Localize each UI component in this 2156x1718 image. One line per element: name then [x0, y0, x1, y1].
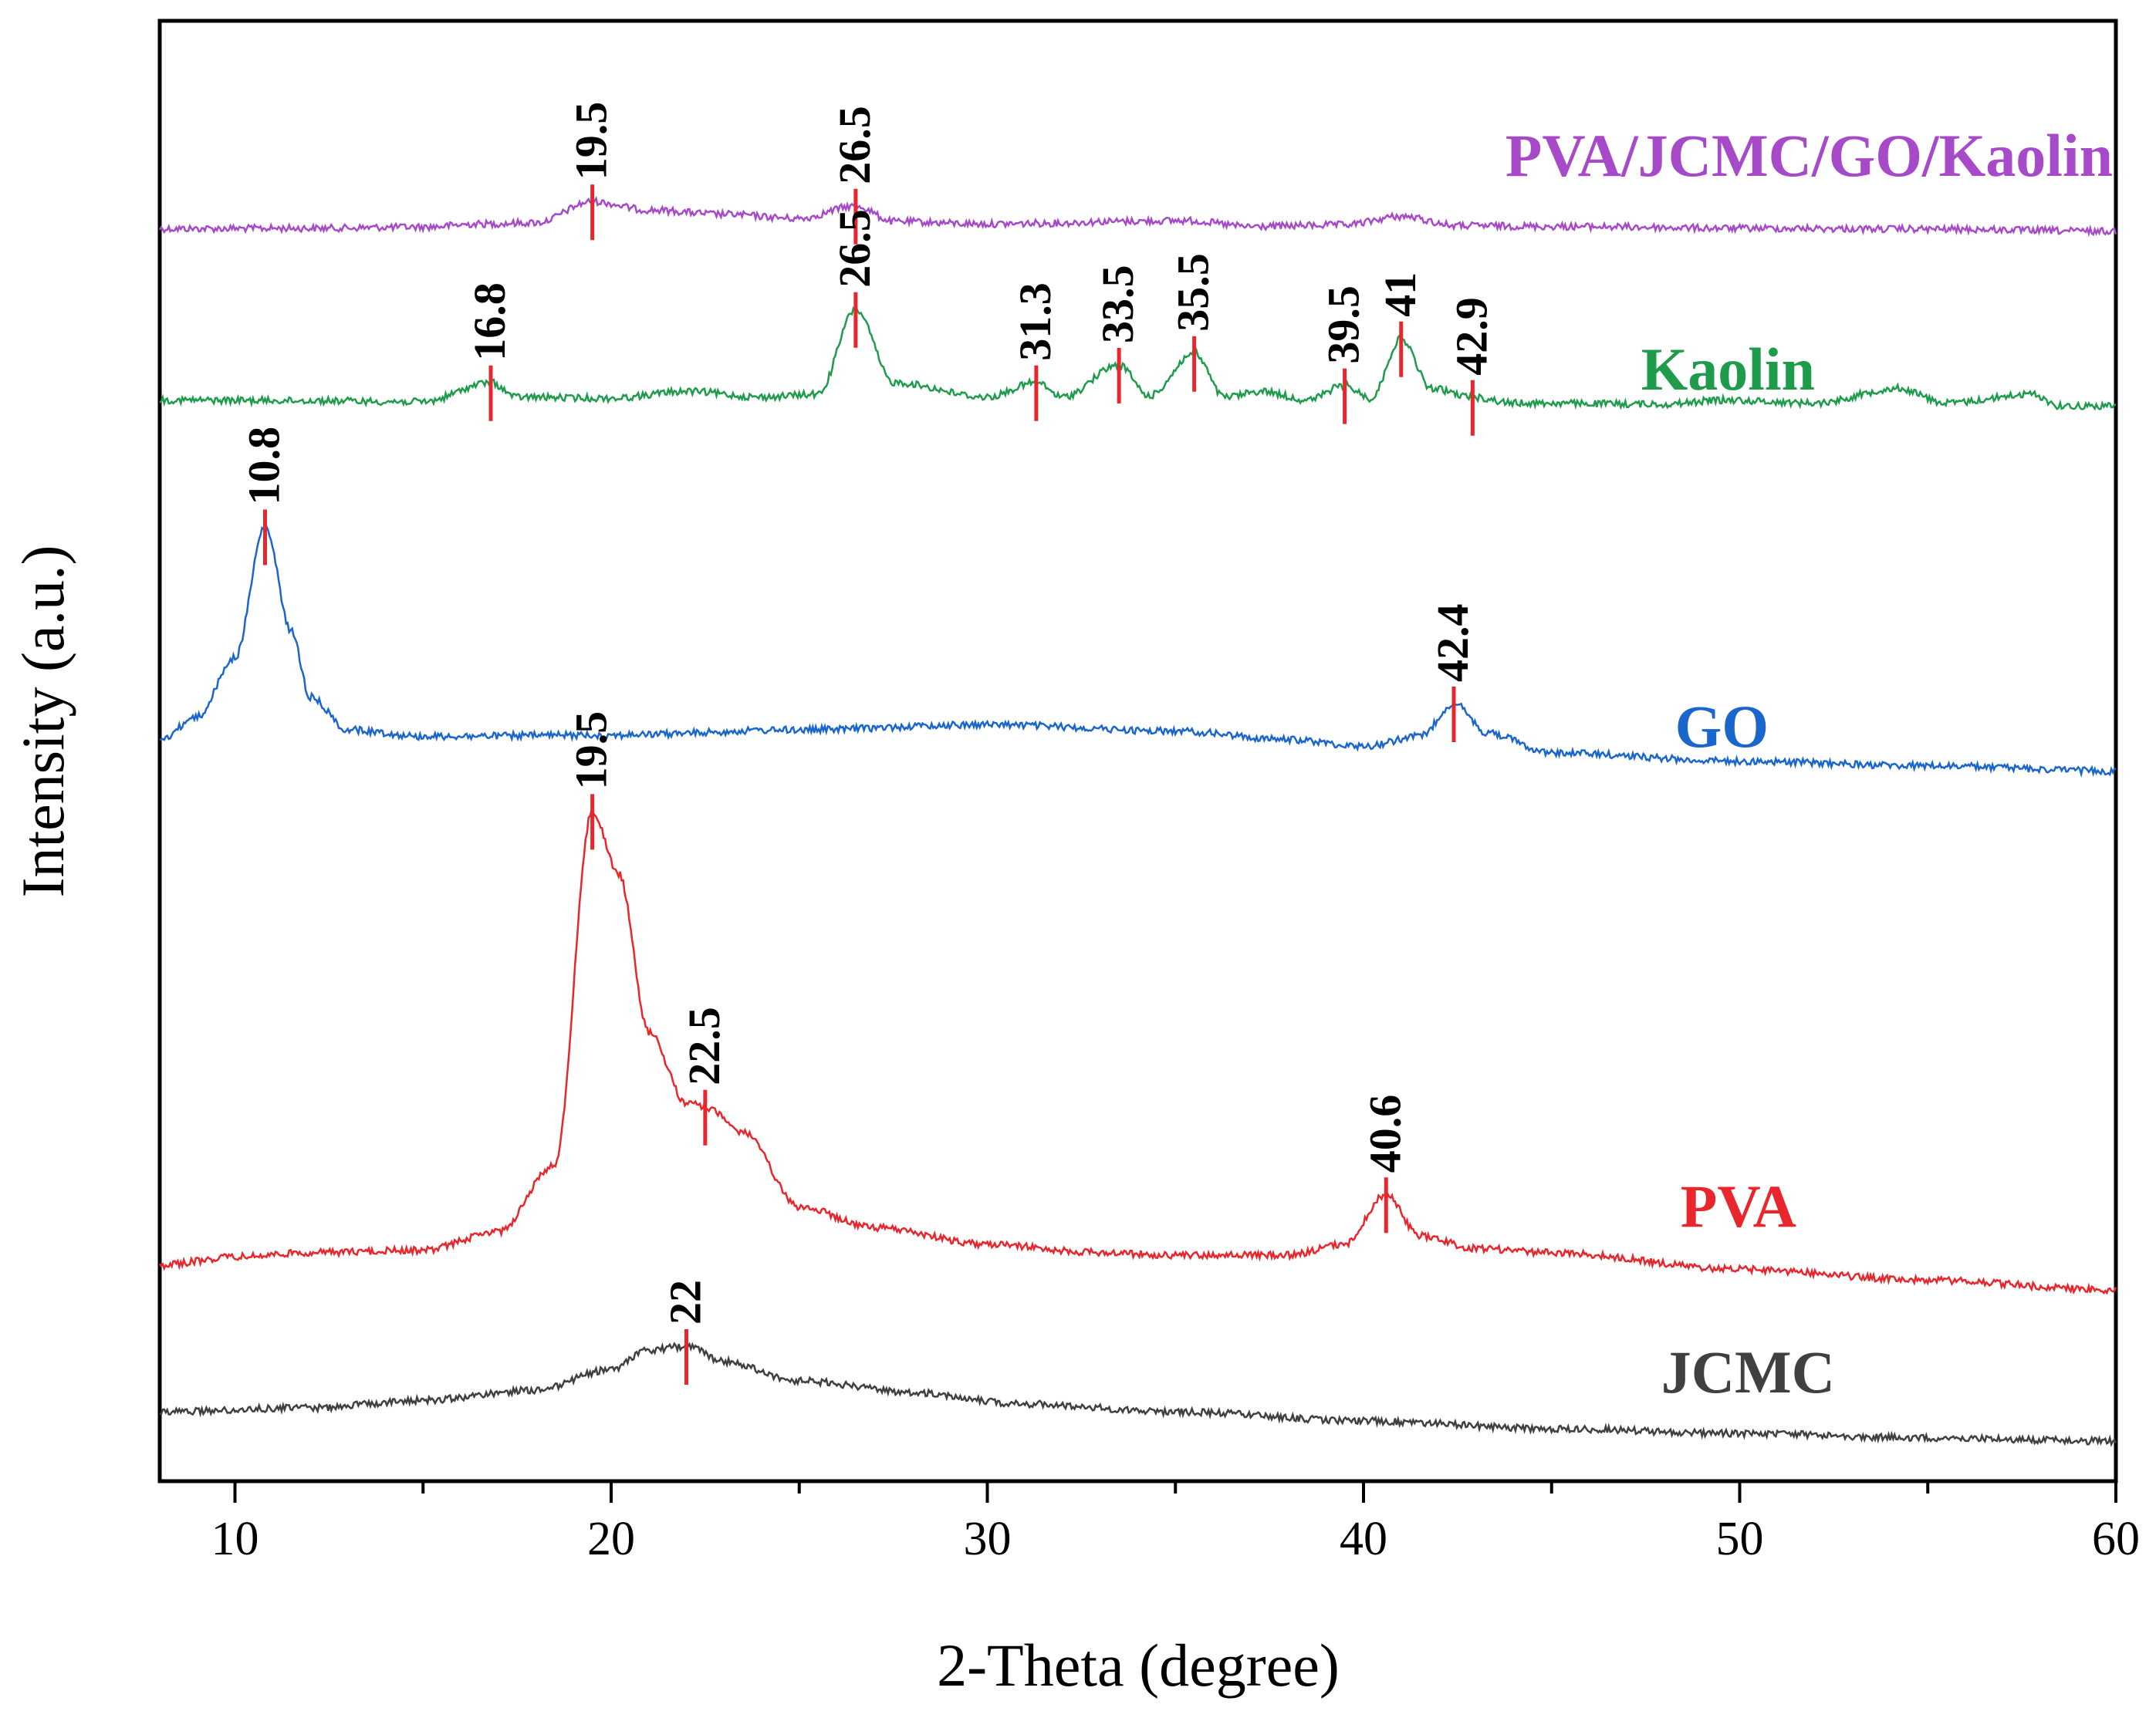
peak-label: 19.5 — [566, 711, 617, 790]
x-axis-title: 2-Theta (degree) — [937, 1632, 1340, 1699]
x-axis-ticks: 10 20 30 40 50 60 — [211, 1481, 2140, 1565]
series-label-layer: PVA/JCMC/GO/Kaolin Kaolin GO PVA JCMC — [1505, 122, 2113, 1406]
series-layer — [158, 195, 2117, 1447]
x-tick-label: 50 — [1716, 1513, 1764, 1565]
peak-label: 22.5 — [679, 1007, 729, 1085]
peak-label: 42.9 — [1446, 297, 1496, 376]
series-line-kaolin — [159, 305, 2117, 411]
peak-label: 10.8 — [239, 427, 289, 505]
series-line-pva-jcmc-go-kaolin — [158, 195, 2117, 238]
series-label: JCMC — [1661, 1338, 1835, 1406]
peak-label: 41 — [1375, 272, 1425, 317]
peak-label: 26.5 — [830, 209, 880, 288]
x-tick-label: 40 — [1340, 1513, 1387, 1565]
peak-label: 22 — [661, 1280, 711, 1325]
peak-label: 42.4 — [1428, 604, 1478, 683]
series-label: PVA — [1681, 1173, 1796, 1240]
peak-label: 26.5 — [830, 106, 880, 184]
peak-marker-layer: 19.5 26.5 16.8 26.5 31.3 33.5 35.5 39.5 41 42.9 10… — [239, 102, 1496, 1385]
peak-label: 19.5 — [566, 102, 617, 181]
series-label: PVA/JCMC/GO/Kaolin — [1505, 122, 2113, 189]
series-line-pva — [158, 808, 2117, 1295]
x-tick-label: 10 — [211, 1513, 259, 1565]
x-tick-label: 20 — [587, 1513, 635, 1565]
peak-label: 35.5 — [1168, 253, 1218, 332]
peak-label: 40.6 — [1360, 1095, 1410, 1173]
series-line-jcmc — [159, 1341, 2117, 1447]
x-tick-label: 60 — [2092, 1513, 2140, 1565]
peak-label: 39.5 — [1319, 285, 1369, 364]
plot-frame — [157, 19, 2118, 1483]
series-line-go — [159, 523, 2117, 778]
peak-label: 33.5 — [1093, 265, 1143, 344]
peak-label: 16.8 — [465, 282, 515, 361]
series-label: GO — [1675, 693, 1769, 760]
peak-label: 31.3 — [1010, 282, 1060, 361]
y-axis-title: Intensity (a.u.) — [9, 545, 76, 897]
series-label: Kaolin — [1641, 336, 1815, 403]
x-tick-label: 30 — [964, 1513, 1012, 1565]
